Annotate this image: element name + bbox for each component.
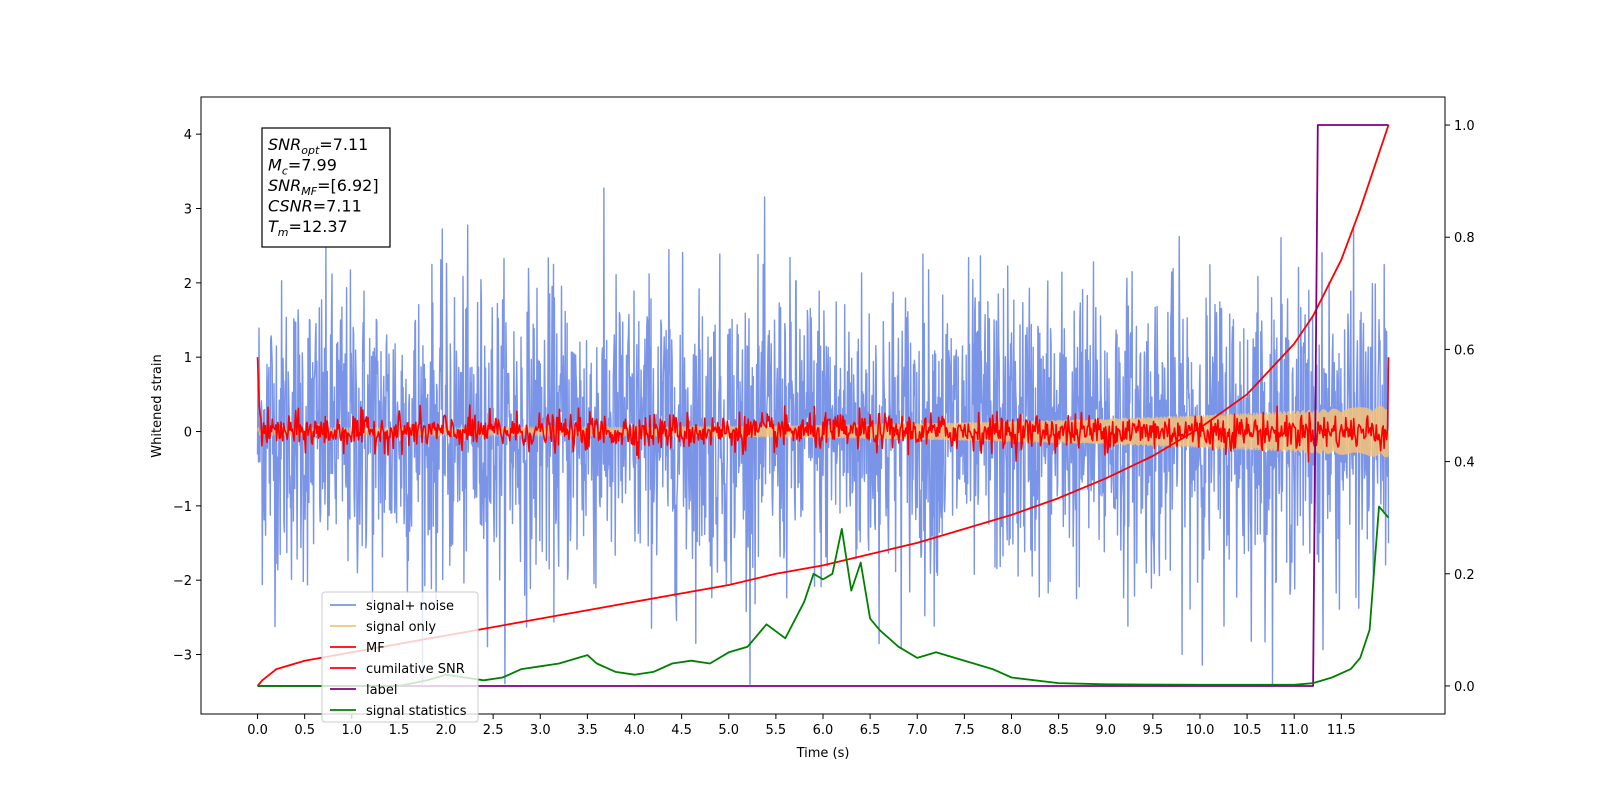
x-tick-label: 6.5 bbox=[860, 723, 881, 738]
legend-entry: label bbox=[366, 683, 397, 698]
y-axis-label: Whitened strain bbox=[150, 354, 165, 457]
y-tick-label: 0 bbox=[184, 426, 192, 441]
legend-entry: signal statistics bbox=[366, 704, 467, 719]
x-tick-label: 1.5 bbox=[389, 723, 410, 738]
legend-entry: cumilative SNR bbox=[366, 662, 465, 677]
x-tick-label: 5.0 bbox=[718, 723, 739, 738]
legend-items: signal+ noise signal only MF cumilative SNR… bbox=[330, 599, 467, 719]
y2-tick-label: 1.0 bbox=[1454, 119, 1475, 134]
x-tick-label: 7.5 bbox=[954, 723, 975, 738]
axes-layer: 0.0 0.5 1.0 1.5 2.0 2.5 3.0 3.5 4.0 4.5 5.0 5.5 6.0 6… bbox=[173, 119, 1475, 738]
y-tick-label: −1 bbox=[173, 500, 192, 515]
y-tick-label: 1 bbox=[184, 351, 192, 366]
series-label bbox=[257, 124, 1389, 687]
x-tick-label: 0.0 bbox=[247, 723, 268, 738]
x-tick-label: 6.0 bbox=[813, 723, 834, 738]
x-tick-label: 4.0 bbox=[624, 723, 645, 738]
x-tick-label: 9.5 bbox=[1143, 723, 1164, 738]
x-tick-label: 11.0 bbox=[1280, 723, 1309, 738]
annotation-line: SNRopt=7.11 bbox=[268, 135, 368, 157]
x-tick-label: 0.5 bbox=[294, 723, 315, 738]
x-tick-label: 7.0 bbox=[907, 723, 928, 738]
x-tick-label: 9.0 bbox=[1095, 723, 1116, 738]
annotation-box: SNRopt=7.11Mc=7.99SNRMF=[6.92]CSNR=7.11T… bbox=[261, 127, 391, 248]
y2-tick-label: 0.0 bbox=[1454, 680, 1475, 695]
annotation-line: Mc=7.99 bbox=[268, 156, 337, 178]
y2-tick-label: 0.4 bbox=[1454, 456, 1475, 471]
x-tick-label: 10.0 bbox=[1185, 723, 1214, 738]
annotation-lines: SNRopt=7.11Mc=7.99SNRMF=[6.92]CSNR=7.11T… bbox=[268, 135, 379, 239]
x-tick-label: 11.5 bbox=[1327, 723, 1356, 738]
x-tick-label: 3.0 bbox=[530, 723, 551, 738]
x-tick-label: 8.0 bbox=[1001, 723, 1022, 738]
x-tick-label: 3.5 bbox=[577, 723, 598, 738]
x-tick-label: 2.0 bbox=[436, 723, 457, 738]
y-tick-label: 3 bbox=[184, 203, 192, 218]
series-signal-statistics bbox=[257, 505, 1390, 687]
y2-tick-label: 0.8 bbox=[1454, 231, 1475, 246]
x-tick-label: 2.5 bbox=[483, 723, 504, 738]
x-axis-label: Time (s) bbox=[796, 746, 850, 761]
legend-frame bbox=[321, 591, 479, 723]
y-tick-label: −3 bbox=[173, 649, 192, 664]
series-signal-noise bbox=[256, 187, 1390, 685]
annotation-line: SNRMF=[6.92] bbox=[268, 176, 379, 198]
x-tick-label: 1.0 bbox=[341, 723, 362, 738]
y-tick-label: 2 bbox=[184, 277, 192, 292]
y-tick-label: −2 bbox=[173, 574, 192, 589]
y2-tick-label: 0.2 bbox=[1454, 568, 1475, 583]
annotation-line: Tm=12.37 bbox=[268, 217, 348, 239]
legend: signal+ noise signal only MF cumilative SNR… bbox=[321, 591, 479, 723]
y-tick-label: 4 bbox=[184, 128, 192, 143]
legend-entry: signal only bbox=[366, 620, 436, 635]
y2-tick-label: 0.6 bbox=[1454, 343, 1475, 358]
x-tick-label: 4.5 bbox=[671, 723, 692, 738]
x-tick-label: 5.5 bbox=[766, 723, 787, 738]
x-tick-label: 10.5 bbox=[1233, 723, 1262, 738]
legend-entry: MF bbox=[366, 641, 385, 656]
x-tick-label: 8.5 bbox=[1048, 723, 1069, 738]
legend-entry: signal+ noise bbox=[366, 599, 454, 614]
annotation-frame bbox=[261, 127, 391, 248]
annotation-line: CSNR=7.11 bbox=[268, 197, 362, 216]
